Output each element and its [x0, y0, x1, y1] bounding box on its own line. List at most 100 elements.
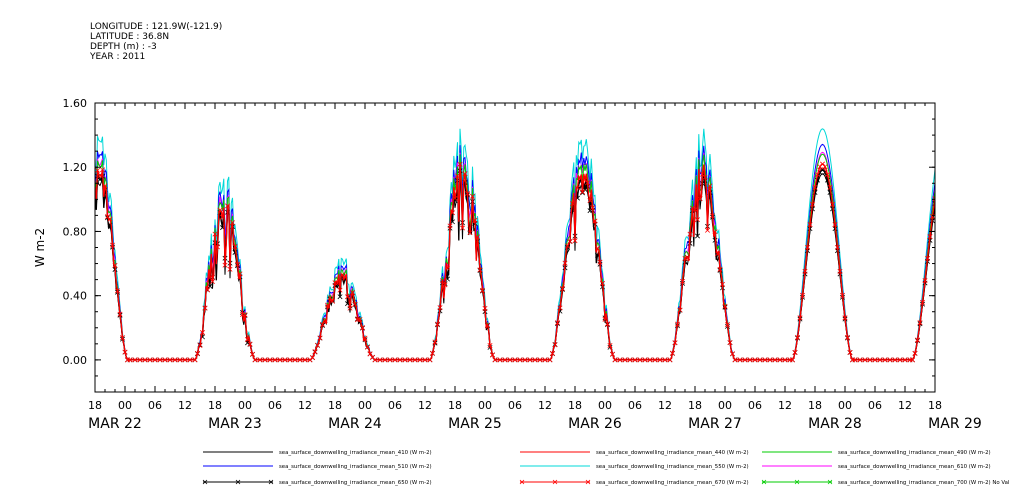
marker-x: [695, 217, 700, 223]
depth-text: DEPTH (m) : -3: [90, 42, 157, 52]
marker-x: [920, 299, 925, 305]
marker-x: [667, 357, 673, 363]
marker-x: [712, 229, 718, 235]
marker-x: [560, 286, 565, 292]
marker-x: [482, 305, 488, 311]
marker-x: [327, 295, 333, 301]
marker-x: [272, 357, 278, 363]
marker-x: [317, 335, 323, 341]
marker-x: [467, 230, 473, 236]
x-tick-label: 06: [508, 399, 522, 412]
marker-x: [742, 357, 748, 363]
marker-x: [592, 218, 598, 224]
y-tick-label: 0.80: [63, 225, 88, 238]
marker-x: [142, 357, 148, 363]
marker-x: [95, 185, 98, 191]
marker-x: [827, 184, 833, 190]
series-markers-8: [95, 161, 935, 363]
legend-marker: [552, 479, 558, 485]
marker-x: [717, 266, 723, 272]
marker-x: [407, 357, 413, 363]
marker-x: [697, 196, 703, 202]
marker-x: [687, 231, 693, 237]
marker-x: [632, 357, 638, 363]
x-tick-label: 18: [208, 399, 222, 412]
legend-entry: sea_surface_downwelling_irradiance_mean_…: [520, 450, 749, 456]
marker-x: [462, 171, 468, 177]
legend-entry: sea_surface_downwelling_irradiance_mean_…: [761, 479, 1009, 486]
x-tick-label: 06: [388, 399, 402, 412]
series-line-3: [95, 153, 935, 361]
marker-x: [600, 280, 605, 286]
marker-x: [555, 320, 560, 326]
marker-x: [432, 339, 438, 345]
legend-entry: sea_surface_downwelling_irradiance_mean_…: [520, 464, 749, 470]
legend-marker: [235, 479, 241, 485]
legend-marker: [519, 479, 525, 485]
marker-x: [842, 315, 848, 321]
y-tick-label: 1.60: [63, 97, 88, 110]
marker-x: [832, 222, 838, 228]
x-tick-label: 12: [898, 399, 912, 412]
marker-x: [550, 350, 555, 356]
marker-x: [612, 357, 618, 363]
marker-x: [825, 172, 830, 178]
legend-entry: sea_surface_downwelling_irradiance_mean_…: [762, 450, 991, 456]
legend-label: sea_surface_downwelling_irradiance_mean_…: [838, 450, 991, 456]
legend-marker: [202, 479, 208, 485]
marker-x: [297, 357, 303, 363]
marker-x: [115, 288, 120, 294]
marker-x: [195, 350, 200, 356]
marker-x: [577, 175, 583, 181]
marker-x: [657, 357, 663, 363]
marker-x: [477, 267, 483, 273]
x-tick-label: 00: [598, 399, 612, 412]
marker-x: [595, 245, 600, 251]
series-line-6: [95, 151, 935, 361]
x-tick-label: 06: [148, 399, 162, 412]
marker-x: [360, 325, 365, 331]
marker-x: [602, 316, 608, 322]
marker-x: [605, 321, 610, 327]
marker-x: [437, 305, 443, 311]
marker-x: [552, 342, 558, 348]
marker-x: [812, 184, 818, 190]
marker-x: [460, 225, 465, 231]
marker-x: [177, 357, 183, 363]
marker-x: [927, 234, 933, 240]
marker-x: [590, 205, 595, 211]
marker-x: [342, 274, 348, 280]
marker-x: [707, 183, 713, 189]
marker-x: [517, 357, 523, 363]
location-header: LONGITUDE : 121.9W(-121.9) LATITUDE : 36…: [90, 22, 222, 62]
marker-x: [815, 172, 820, 178]
marker-x: [485, 322, 490, 328]
marker-x: [107, 216, 113, 222]
x-tick-label: 18: [688, 399, 702, 412]
marker-x: [607, 343, 613, 348]
plot-series-group: [95, 128, 935, 363]
marker-x: [925, 255, 930, 261]
marker-x: [675, 321, 680, 327]
marker-x: [585, 180, 590, 186]
marker-x: [480, 287, 485, 293]
marker-x: [757, 357, 763, 363]
marker-x: [502, 357, 508, 363]
marker-x: [805, 244, 810, 250]
marker-x: [112, 262, 118, 268]
date-label: MAR 28: [808, 416, 862, 432]
marker-x: [120, 335, 125, 341]
marker-x: [652, 357, 658, 363]
legend-entry: sea_surface_downwelling_irradiance_mean_…: [762, 464, 991, 470]
marker-x: [132, 357, 138, 363]
marker-x: [357, 317, 363, 323]
marker-x: [732, 357, 738, 363]
marker-x: [377, 357, 383, 363]
marker-x: [847, 349, 853, 355]
marker-x: [372, 357, 378, 363]
marker-x: [392, 357, 398, 363]
legend-entry: sea_surface_downwelling_irradiance_mean_…: [203, 450, 432, 456]
marker-x: [315, 342, 320, 348]
marker-x: [335, 280, 340, 286]
marker-x: [672, 340, 678, 346]
